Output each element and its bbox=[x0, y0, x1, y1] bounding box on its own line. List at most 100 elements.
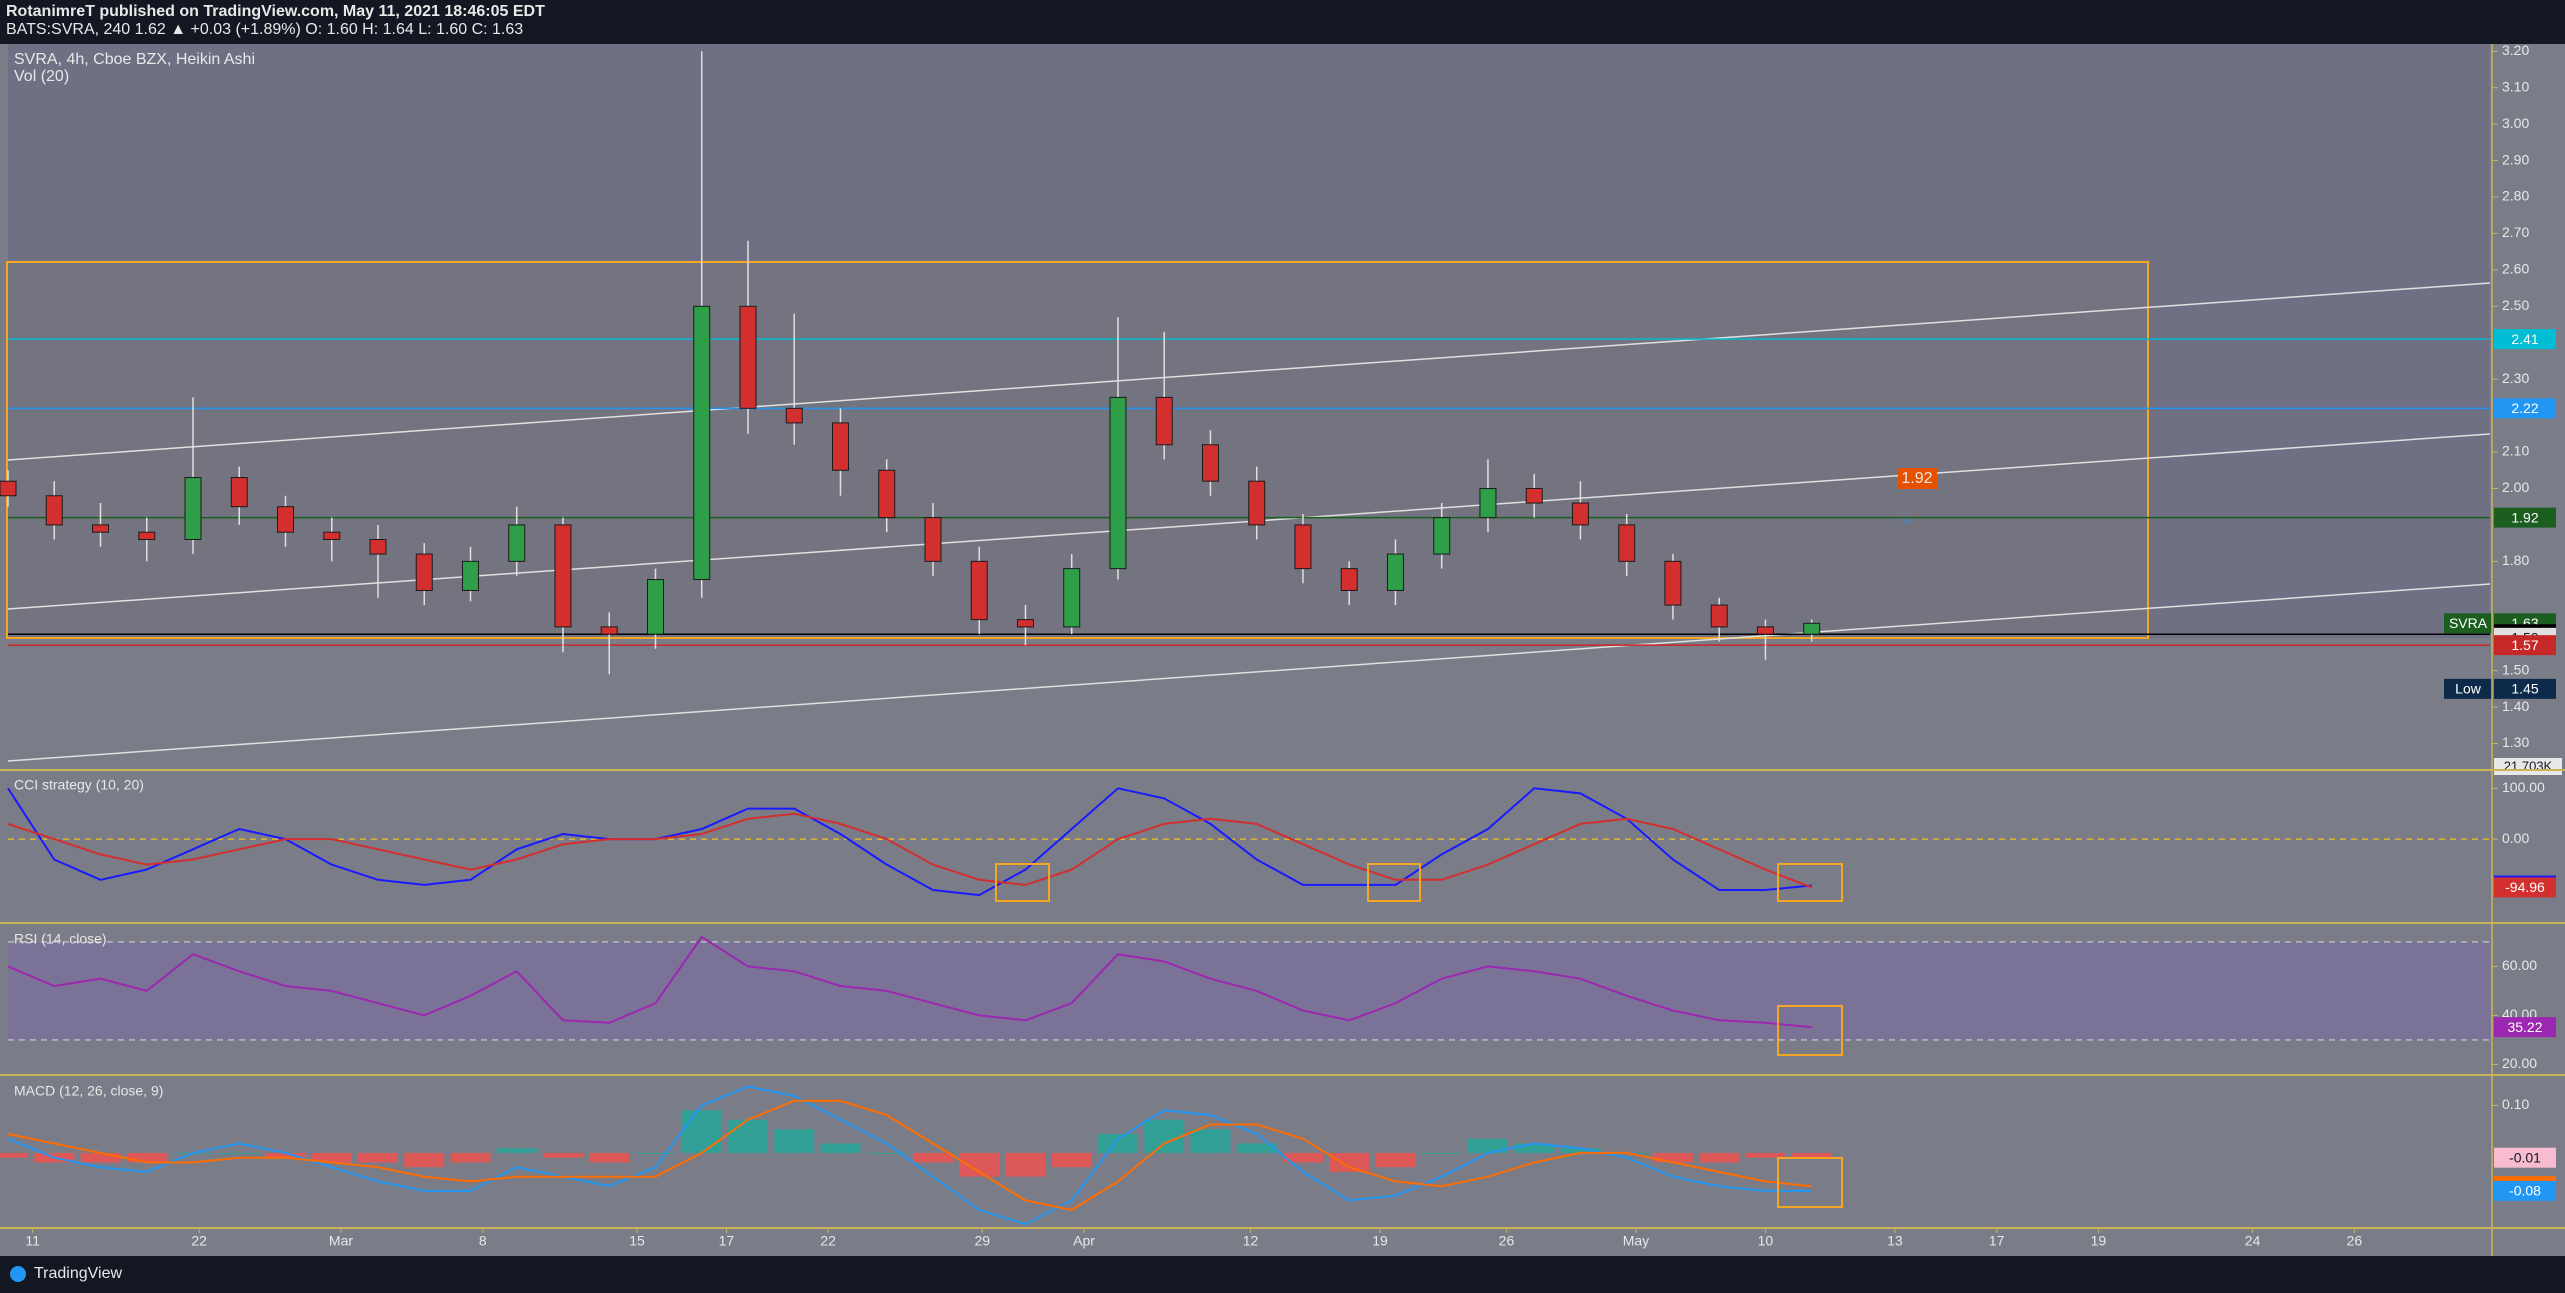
price-tag-label: 2.22 bbox=[2511, 400, 2538, 416]
histogram-bar bbox=[1236, 1143, 1277, 1153]
histogram-bar bbox=[866, 1152, 907, 1154]
candle-body bbox=[1710, 604, 1728, 628]
price-tag-label: -94.96 bbox=[2505, 879, 2545, 895]
y-tick-label: 2.30 bbox=[2502, 370, 2529, 386]
x-tick-label: May bbox=[1623, 1233, 1649, 1249]
candle-body bbox=[970, 560, 988, 621]
histogram-bar bbox=[589, 1152, 630, 1163]
price-tag bbox=[2494, 635, 2556, 656]
x-tick-label: 24 bbox=[2245, 1233, 2261, 1249]
highlight-box bbox=[1777, 863, 1843, 902]
price-tag bbox=[2494, 329, 2556, 350]
price-tag bbox=[2494, 507, 2556, 528]
candle-body bbox=[1340, 568, 1358, 591]
candle-body bbox=[461, 560, 479, 591]
candle-body bbox=[1525, 487, 1543, 504]
y-tick-label: 20.00 bbox=[2502, 1055, 2537, 1071]
footer-bar bbox=[0, 1256, 2565, 1293]
x-tick-label: 17 bbox=[1989, 1233, 2005, 1249]
panel-title: RSI (14, close) bbox=[14, 931, 107, 947]
footer-brand: TradingView bbox=[34, 1265, 122, 1282]
y-tick-label: 0.00 bbox=[2502, 830, 2529, 846]
x-tick-label: 8 bbox=[479, 1233, 487, 1249]
y-tick-label: 1.40 bbox=[2502, 698, 2529, 714]
indicator-line bbox=[7, 935, 1812, 1029]
header-bar bbox=[0, 0, 2565, 44]
x-tick-label: 29 bbox=[975, 1233, 991, 1249]
histogram-bar bbox=[959, 1152, 1000, 1177]
histogram-bar bbox=[912, 1152, 953, 1163]
histogram-bar bbox=[311, 1152, 352, 1163]
y-tick-label: 2.10 bbox=[2502, 443, 2529, 459]
candle-body bbox=[1803, 622, 1821, 635]
histogram-bar bbox=[727, 1119, 768, 1153]
price-tag-name-box bbox=[2444, 613, 2492, 634]
price-tag-label: 2.41 bbox=[2511, 331, 2538, 347]
channel-low bbox=[7, 583, 2491, 762]
x-tick-label: 17 bbox=[719, 1233, 735, 1249]
price-tag bbox=[2494, 678, 2556, 699]
price-tag-label: 1.57 bbox=[2511, 637, 2538, 653]
y-tick-label: 2.50 bbox=[2502, 297, 2529, 313]
histogram-bar bbox=[1467, 1138, 1508, 1153]
candle-body bbox=[1618, 524, 1636, 562]
y-tick-label: 2.60 bbox=[2502, 261, 2529, 277]
x-tick-label: 10 bbox=[1758, 1233, 1774, 1249]
x-tick-label: Mar bbox=[329, 1233, 353, 1249]
chart-subtitle: Vol (20) bbox=[14, 68, 69, 85]
panel-title: MACD (12, 26, close, 9) bbox=[14, 1083, 163, 1099]
histogram-bar bbox=[1190, 1129, 1231, 1153]
candle-body bbox=[1664, 560, 1682, 606]
candle-body bbox=[1201, 444, 1219, 482]
price-tag bbox=[2494, 1017, 2556, 1038]
histogram-bar bbox=[1699, 1152, 1740, 1163]
highlight-box bbox=[1777, 1005, 1843, 1056]
histogram-bar bbox=[1329, 1152, 1370, 1172]
price-tag-label: 1.45 bbox=[2511, 681, 2538, 697]
histogram-bar bbox=[0, 1152, 28, 1158]
indicator-panels: 3.20 3.10 3.00 2.90 2.80 2.70 2.60 2.50 2.30 2.10… bbox=[0, 42, 2565, 1249]
candle-body bbox=[1248, 480, 1266, 526]
candle-body bbox=[924, 517, 942, 562]
x-tick-label: 13 bbox=[1887, 1233, 1903, 1249]
indicator-line bbox=[7, 812, 1813, 889]
x-tick-label: 12 bbox=[1243, 1233, 1259, 1249]
candle-body bbox=[693, 305, 711, 581]
y-tick-label: 2.90 bbox=[2502, 151, 2529, 167]
panel-title: CCI strategy (10, 20) bbox=[14, 777, 144, 793]
histogram-bar bbox=[774, 1129, 815, 1153]
candle-body bbox=[508, 524, 526, 562]
y-tick-label: 3.20 bbox=[2502, 42, 2529, 58]
x-tick-label: 15 bbox=[629, 1233, 645, 1249]
histogram-bar bbox=[820, 1143, 861, 1153]
x-tick-label: 19 bbox=[1372, 1233, 1388, 1249]
price-tag-label: -0.01 bbox=[2509, 1149, 2541, 1165]
price-tag-name: Low bbox=[2455, 681, 2482, 697]
candle-body bbox=[1479, 487, 1497, 519]
candle-body bbox=[369, 538, 387, 555]
candle-body bbox=[1433, 517, 1451, 555]
candle-body bbox=[1109, 396, 1127, 570]
y-tick-label: 1.80 bbox=[2502, 552, 2529, 568]
candle-body bbox=[415, 553, 433, 591]
annotation-label: 1.92 bbox=[1901, 470, 1932, 487]
histogram-bar bbox=[219, 1152, 260, 1154]
brand-logo bbox=[10, 1266, 26, 1282]
candle-body bbox=[0, 480, 17, 497]
candle-body bbox=[1386, 553, 1404, 591]
candle-body bbox=[1756, 626, 1774, 635]
histogram-bar bbox=[1144, 1119, 1185, 1153]
candle-body bbox=[138, 531, 156, 540]
price-tag bbox=[2494, 1180, 2556, 1201]
y-tick-label: 3.00 bbox=[2502, 115, 2529, 131]
price-tag-name: SVRA bbox=[2449, 615, 2488, 631]
header-line2: BATS:SVRA, 240 1.62 ▲ +0.03 (+1.89%) O: … bbox=[6, 21, 523, 38]
price-tag bbox=[2494, 1147, 2556, 1168]
y-tick-label: 100.00 bbox=[2502, 779, 2545, 795]
candle-body bbox=[1294, 524, 1312, 570]
candle-body bbox=[1016, 619, 1034, 628]
histogram-bar bbox=[126, 1152, 167, 1163]
price-tag-label: -0.08 bbox=[2509, 1183, 2541, 1199]
highlight-box bbox=[1367, 863, 1421, 902]
